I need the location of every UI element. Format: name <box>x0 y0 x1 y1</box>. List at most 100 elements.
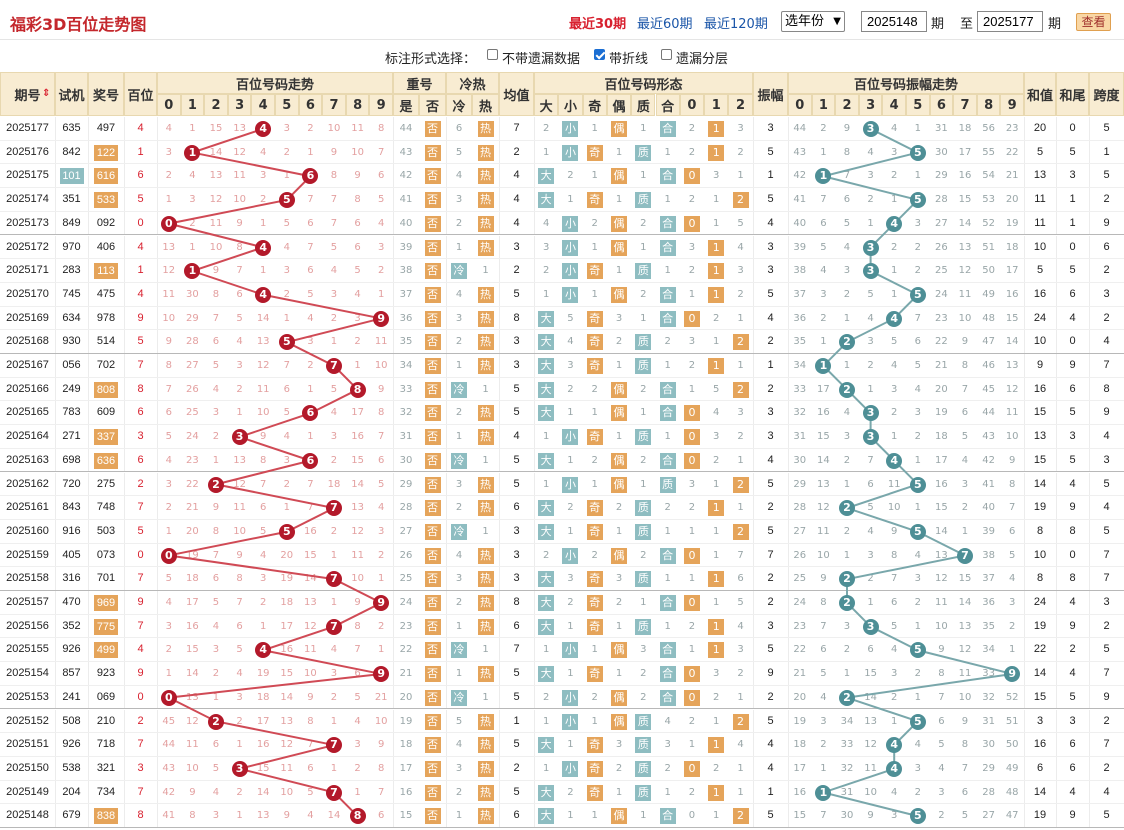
col-divider <box>534 496 535 519</box>
col-divider <box>157 401 158 425</box>
issue-cell: 2025170 <box>6 287 49 300</box>
col-divider <box>753 282 754 306</box>
shape-cell: 奇 <box>583 567 607 590</box>
amp-ball: 2 <box>838 571 855 588</box>
test-cell: 698 <box>62 453 81 466</box>
trend-cell: 5 <box>307 288 314 300</box>
shape-cell: 3 <box>713 170 720 182</box>
col-divider <box>1089 472 1090 496</box>
avg-cell: 5 <box>513 477 520 490</box>
trend-cell: 5 <box>236 644 243 656</box>
amp-ball: 3 <box>862 618 879 635</box>
col-divider <box>446 401 447 425</box>
shape-cell: 3 <box>688 336 696 348</box>
with-polyline-checkbox[interactable] <box>594 49 605 60</box>
col-divider <box>534 543 535 567</box>
shape-cell: 2 <box>737 288 744 300</box>
miss-layer-checkbox[interactable] <box>661 49 672 60</box>
trend-cell: 1 <box>181 141 205 164</box>
prize-value: 718 <box>96 738 116 751</box>
test-cell: 351 <box>62 193 81 206</box>
coldhot-cell: 3 <box>455 312 463 324</box>
shape-cell: 2 <box>688 146 696 158</box>
avg-cell: 7 <box>513 122 520 134</box>
trend-cell: 5 <box>354 265 361 277</box>
header-trend-digit: 3 <box>227 94 252 116</box>
trend-cell: 3 <box>378 525 385 537</box>
dup-yes-cell: 36 <box>399 312 413 324</box>
amp-trend-cell: 18 <box>793 739 807 751</box>
recent-60-link[interactable]: 最近60期 <box>637 17 693 32</box>
shape-box: 质 <box>635 713 652 730</box>
trend-cell: 5 <box>212 762 220 774</box>
amp-trend-cell: 5 <box>938 739 945 751</box>
amp-cell: 5 <box>767 145 774 158</box>
trend-cell: 11 <box>304 644 317 656</box>
shape-cell: 1 <box>664 573 671 585</box>
amp-trend-cell: 31 <box>982 715 995 727</box>
avg-cell: 5 <box>513 667 520 680</box>
trend-cell: 12 <box>304 620 317 632</box>
col-divider <box>55 140 56 164</box>
avg-cell: 4 <box>513 216 520 229</box>
coldhot-cell: 2 <box>455 336 463 348</box>
year-select[interactable]: 选年份 ▼ <box>781 11 845 32</box>
recent-120-link[interactable]: 最近120期 <box>704 17 768 32</box>
amp-trend-cell: 1 <box>914 691 921 703</box>
shape-box: 小 <box>562 144 579 161</box>
trend-cell: 8 <box>189 810 196 822</box>
col-divider <box>534 519 535 543</box>
from-issue-input[interactable]: 2025148 <box>861 11 927 32</box>
trend-cell: 2 <box>260 597 267 608</box>
col-divider <box>124 662 125 685</box>
table-row: 2025152 508 210 2 45 12 2 2 17 13 8 1 4 10 19 否 5 热 1 1 小 1 偶质… <box>0 709 1124 734</box>
with-polyline-label: 带折线 <box>609 52 649 67</box>
dup-yes-cell: 33 <box>399 383 413 395</box>
dup-no-box: 否 <box>424 618 441 635</box>
shape-cell: 小 <box>558 473 582 496</box>
col-divider <box>499 401 500 425</box>
table-row: 2025167 056 702 7 8 27 5 3 12 7 2 7 1 10 34 否 1 热 3 大 3 奇 1 质 1 2… <box>0 354 1124 378</box>
query-button[interactable]: 查看 <box>1076 13 1111 31</box>
dup-no-box: 否 <box>424 500 441 517</box>
shape-cell: 质 <box>656 473 680 496</box>
shape-cell: 奇 <box>583 307 607 330</box>
col-divider <box>788 188 789 211</box>
sort-icon[interactable]: ⇕ <box>42 88 51 99</box>
trend-ball: 4 <box>255 286 272 303</box>
shape-cell: 4 <box>567 336 574 348</box>
col-divider <box>157 591 158 614</box>
shape-box: 偶 <box>611 642 628 659</box>
amp-trend-cell: 42 <box>982 454 995 466</box>
to-issue-input[interactable]: 2025177 <box>977 11 1043 32</box>
trend-cell: 9 <box>369 662 393 685</box>
col-divider <box>534 780 535 804</box>
hot-box: 热 <box>477 500 494 517</box>
amp-trend-cell: 45 <box>982 383 995 395</box>
coldhot-cell: 2 <box>455 597 463 608</box>
amp-trend-cell: 15 <box>935 502 948 514</box>
no-miss-data-checkbox[interactable] <box>487 49 498 60</box>
trend-cell: 1 <box>165 525 172 537</box>
amp-trend-cell: 4 <box>867 312 874 324</box>
prize-cell: 321 <box>88 757 124 780</box>
col-divider <box>499 354 500 377</box>
shape-cell: 2 <box>615 762 623 774</box>
shape-box: 小 <box>562 239 579 256</box>
prize-cell: 337 <box>88 425 124 448</box>
trend-cell: 8 <box>165 360 172 371</box>
trend-cell: 1 <box>378 573 385 585</box>
dup-no-box: 否 <box>424 215 441 232</box>
shape-cell: 0 <box>680 591 704 614</box>
shape-box: 奇 <box>586 310 603 327</box>
shape-cell: 2 <box>640 383 647 395</box>
recent-30-link[interactable]: 最近30期 <box>569 17 627 32</box>
test-cell: 635 <box>62 122 81 134</box>
shape-cell: 1 <box>615 620 623 632</box>
shape-cell: 1 <box>640 170 647 182</box>
col-divider <box>55 235 56 259</box>
sum-cell: 14 <box>1033 477 1047 490</box>
prize-cell: 702 <box>88 354 124 377</box>
col-divider <box>1056 377 1057 401</box>
col-divider <box>499 211 500 235</box>
